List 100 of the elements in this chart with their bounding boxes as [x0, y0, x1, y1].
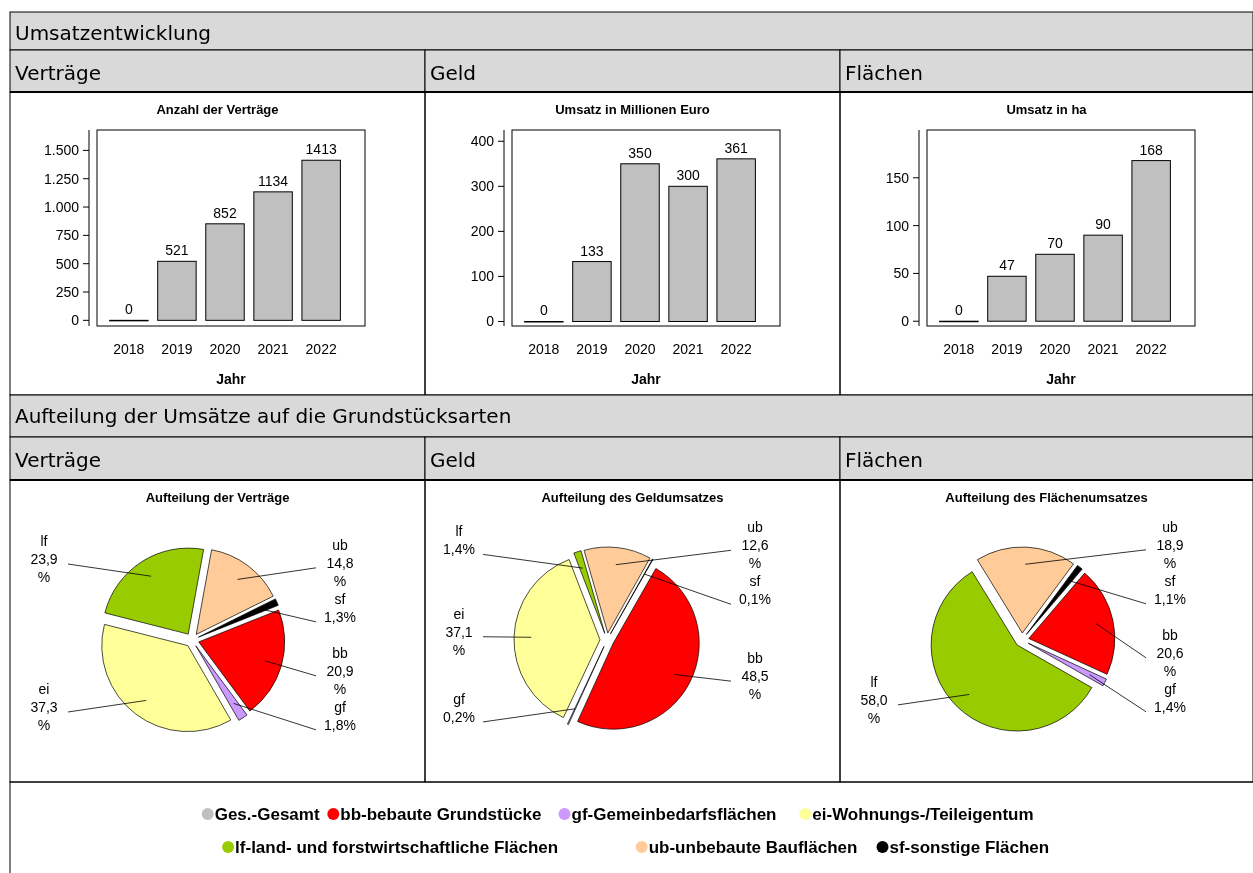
y-tick-label: 750 [55, 227, 80, 244]
category-label: lf-land- und forstwirtschaftliche Flächen [235, 838, 559, 857]
y-tick-label: 400 [470, 133, 495, 150]
data-label: 37,1 % [445, 623, 473, 658]
slice-label: ub [747, 519, 763, 536]
slice-label: ei [38, 680, 50, 697]
data-label: 361 [724, 139, 749, 156]
data-label: 0,2% [443, 708, 475, 725]
data-label: 48,5 % [741, 668, 769, 703]
data-label: 1134 [258, 172, 289, 189]
slice-label: bb [747, 650, 763, 667]
data-label: 47 [999, 257, 1015, 274]
category-label: gf-Gemeinbedarfsflächen [571, 805, 777, 824]
x-tick-label: 2018 [943, 341, 975, 357]
slice-label: bb [332, 644, 348, 661]
slice-label: sf [749, 573, 761, 590]
data-label: 1,3% [324, 608, 356, 625]
x-tick-label: 2020 [209, 341, 241, 357]
x-tick-label: 2018 [528, 341, 560, 357]
data-label: 1,4% [443, 541, 475, 558]
bar [253, 191, 293, 321]
slice-label: sf [334, 590, 346, 607]
x-tick-label: 2019 [576, 341, 608, 357]
chart-subtitle: Aufteilung der Verträge [145, 490, 290, 505]
x-tick-label: 2019 [161, 341, 193, 357]
x-tick-label: 2020 [1039, 341, 1071, 357]
bar [157, 260, 197, 321]
data-label: 90 [1095, 216, 1112, 233]
chart-subtitle: Umsatz in ha [1006, 102, 1088, 117]
data-label: 0 [539, 302, 548, 319]
bar [205, 223, 245, 321]
category-label: Ges.-Gesamt [214, 805, 320, 824]
slice-label: sf [1164, 572, 1176, 589]
y-tick-label: 500 [55, 255, 80, 272]
bar [716, 158, 756, 322]
y-tick-label: 1.000 [43, 199, 80, 216]
y-tick-label: 150 [885, 169, 910, 186]
data-label: 168 [1139, 141, 1164, 158]
slice-label: ei [453, 605, 465, 622]
category-label: sf-sonstige Flächen [889, 838, 1050, 857]
x-axis-title: Jahr [631, 371, 662, 387]
bar [1035, 253, 1075, 322]
y-tick-label: 50 [893, 265, 910, 282]
chart-subtitle: Umsatz in Millionen Euro [555, 102, 710, 117]
data-label: 1,1% [1154, 590, 1186, 607]
x-axis-title: Jahr [216, 371, 247, 387]
data-label: 58,0 % [860, 691, 888, 726]
text: Umsatzentwicklung [15, 21, 212, 45]
y-tick-label: 300 [470, 178, 495, 195]
x-tick-label: 2022 [720, 341, 752, 357]
chart-subtitle: Aufteilung des Flächenumsatzes [945, 490, 1148, 505]
data-label: 0 [954, 302, 963, 319]
slice-label: gf [1164, 680, 1176, 697]
category-label: ub-unbebaute Bauflächen [648, 838, 858, 857]
data-label: 133 [580, 242, 604, 259]
y-tick-label: 250 [55, 284, 80, 301]
slice-label: lf [40, 533, 48, 550]
y-tick-label: 0 [486, 313, 495, 330]
data-label: 0 [124, 301, 133, 318]
slice-label: ub [1162, 518, 1178, 535]
data-label: 70 [1047, 235, 1063, 252]
slice-label: lf [455, 523, 463, 540]
chart-title: Flächen [845, 61, 923, 85]
data-label: 852 [213, 204, 237, 221]
bar [1083, 234, 1123, 322]
x-tick-label: 2021 [257, 341, 289, 357]
slice-label: gf [334, 698, 346, 715]
x-tick-label: 2020 [624, 341, 656, 357]
y-tick-label: 100 [885, 217, 910, 234]
data-label: 0,1% [739, 591, 771, 608]
y-tick-label: 0 [71, 312, 80, 329]
category-label: ei-Wohnungs-/Teileigentum [812, 805, 1034, 824]
data-label: 521 [165, 242, 189, 259]
x-tick-label: 2019 [991, 341, 1023, 357]
bar [620, 163, 660, 322]
y-tick-label: 0 [901, 313, 910, 330]
x-tick-label: 2021 [672, 341, 704, 357]
text: Aufteilung der Umsätze auf die Grundstücksarten [15, 404, 512, 428]
data-label: 37,3 % [30, 698, 58, 733]
bar [668, 185, 708, 322]
x-axis-title: Jahr [1046, 371, 1077, 387]
y-tick-label: 1.500 [43, 142, 80, 159]
chart-subtitle: Aufteilung des Geldumsatzes [541, 490, 724, 505]
y-tick-label: 1.250 [43, 170, 80, 187]
chart-title: Geld [430, 448, 477, 472]
data-label: 1,4% [1154, 698, 1186, 715]
data-label: 300 [676, 167, 700, 184]
data-label: 350 [628, 144, 652, 161]
bar [572, 261, 612, 322]
data-label: 23,9 % [30, 551, 58, 586]
x-tick-label: 2018 [113, 341, 145, 357]
bar [301, 159, 341, 321]
chart-title: Geld [430, 61, 477, 85]
slice-label: ub [332, 536, 348, 553]
bar [1131, 160, 1171, 322]
chart-title: Flächen [845, 448, 923, 472]
chart-title: Verträge [15, 61, 101, 85]
chart-subtitle: Anzahl der Verträge [156, 102, 279, 117]
bar [987, 275, 1027, 322]
category-label: bb-bebaute Grundstücke [340, 805, 542, 824]
